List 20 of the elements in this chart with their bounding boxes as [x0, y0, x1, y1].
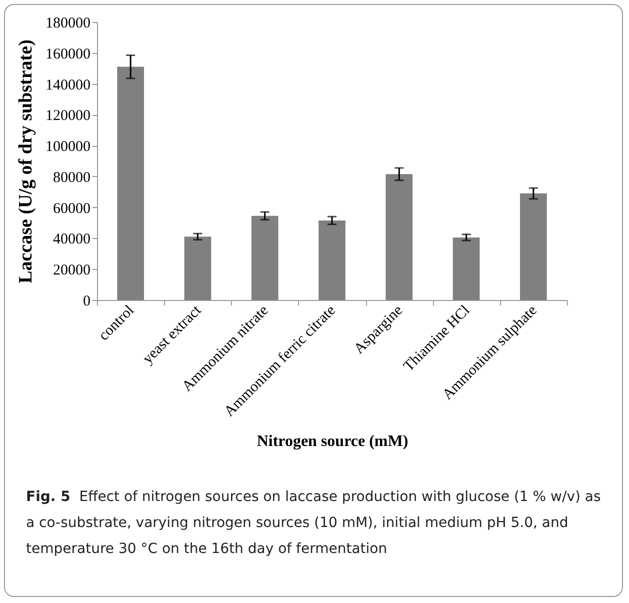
bar	[520, 193, 547, 300]
bar	[184, 236, 212, 300]
y-tick-label: 160000	[46, 46, 90, 62]
bar	[452, 237, 480, 300]
bar	[386, 174, 413, 300]
y-tick-label: 80000	[53, 170, 90, 186]
y-tick-label: 20000	[53, 262, 90, 279]
y-tick-label: 40000	[53, 232, 90, 248]
bar	[117, 66, 144, 300]
bar	[318, 220, 346, 300]
y-tick-label: 100000	[46, 139, 90, 156]
y-tick-label: 120000	[46, 108, 90, 124]
y-tick-label: 180000	[46, 16, 90, 32]
x-axis-title: Nitrogen source (mM)	[256, 433, 408, 450]
y-tick-label: 0	[83, 294, 90, 310]
caption: Fig. 5 Effect of nitrogen sources on laccase production with glucose (1 % w/v) as a co-substrate, varying nitrogen sources (10 mM), initial medium pH 5.0, and temperature 30 °C on the 16th day of fermentation	[26, 489, 601, 557]
bar	[251, 216, 278, 300]
y-tick-label: 60000	[53, 200, 90, 217]
y-tick-label: 140000	[46, 77, 90, 94]
y-axis-title: Laccase (U/g of dry substrate)	[16, 40, 36, 284]
